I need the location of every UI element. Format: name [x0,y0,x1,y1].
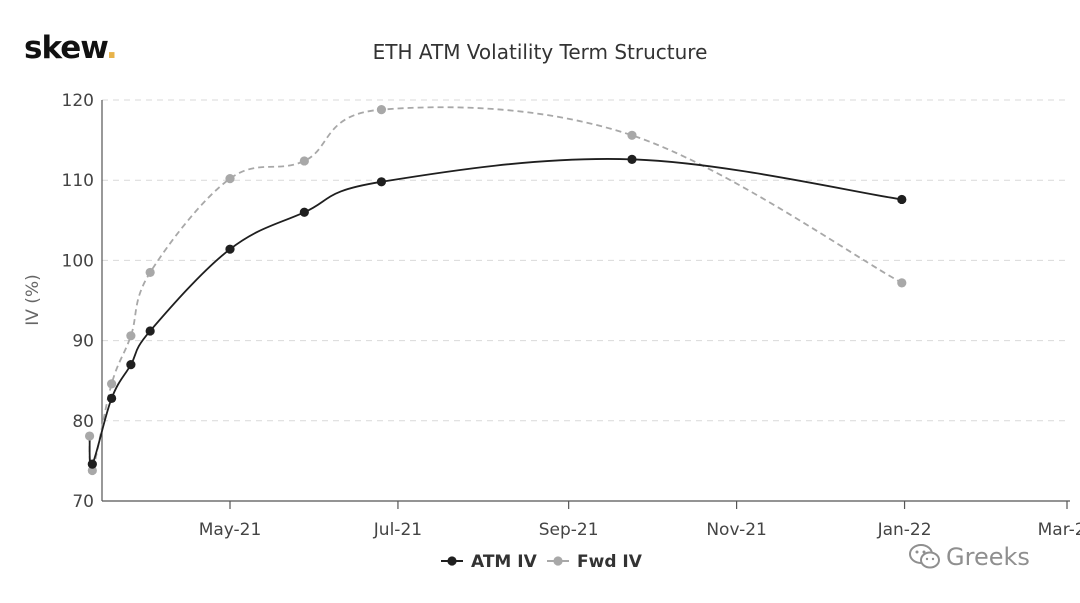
x-tick-label: Jul-21 [373,520,422,540]
y-tick-label: 70 [72,492,94,512]
data-point-fwd-iv [225,173,235,184]
series-line-atm-iv [88,158,902,466]
x-tick-label: Nov-21 [706,520,767,540]
wechat-icon [909,544,940,569]
legend[interactable]: ATM IV Fwd IV [441,552,643,572]
data-point-atm-iv [376,177,387,187]
data-point-fwd-iv [897,278,907,288]
data-point-fwd-iv [627,130,637,140]
series-layer [84,105,907,476]
data-point-fwd-iv [145,267,155,278]
skew-logo: skew. [24,30,118,66]
legend-marker-fwd-iv [553,556,563,566]
data-point-fwd-iv [376,105,387,115]
legend-marker-atm-iv [447,556,457,566]
y-tick-label: 100 [62,251,94,271]
data-point-atm-iv [299,207,309,217]
data-point-atm-iv [126,360,136,370]
legend-label-fwd-iv[interactable]: Fwd IV [577,552,643,572]
data-point-atm-iv [627,154,637,164]
axis-layer: 70 80 90 100 110 120 May-21 Jul-21 Sep-21 Nov-21 J… [62,91,1080,540]
data-point-atm-iv [107,393,117,403]
x-tick-label: May-21 [199,520,262,540]
series-line-fwd-iv [88,106,903,473]
data-point-start [84,431,95,441]
watermark-text: Greeks [946,543,1030,571]
data-point-atm-iv [87,459,97,469]
y-tick-label: 120 [62,91,94,111]
data-point-fwd-iv [107,379,117,389]
y-tick-label: 80 [72,412,94,432]
data-point-fwd-iv [87,465,97,476]
y-tick-label: 110 [62,171,94,191]
data-point-atm-iv [225,244,235,254]
y-tick-label: 90 [72,332,94,352]
watermark: Greeks [908,542,1030,571]
legend-label-atm-iv[interactable]: ATM IV [471,552,538,572]
data-point-atm-iv [145,326,155,336]
grid-layer [102,99,1070,422]
x-tick-label: Jan-22 [877,520,932,540]
data-point-atm-iv [897,194,907,205]
x-tick-label: Sep-21 [539,520,599,540]
x-tick-label: Mar-22 [1038,520,1080,540]
chart-title: ETH ATM Volatility Term Structure [372,40,708,64]
data-point-fwd-iv [126,331,136,341]
y-axis-label: IV (%) [23,274,43,325]
data-point-fwd-iv [299,156,309,166]
